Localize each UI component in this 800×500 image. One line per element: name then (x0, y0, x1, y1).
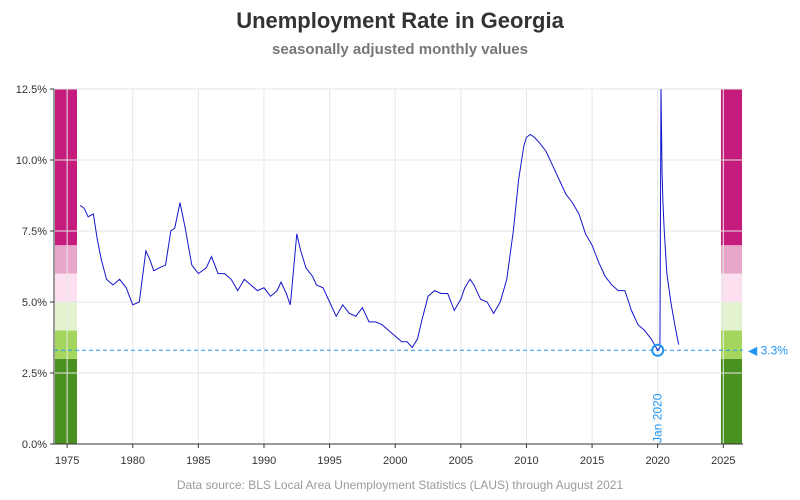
y-tick-label: 7.5% (22, 226, 47, 238)
highlight-marker (651, 343, 665, 357)
right-band-segment (721, 302, 742, 331)
x-tick-label: 2010 (514, 455, 538, 467)
x-tick-label: 1985 (186, 455, 210, 467)
right-color-band (721, 89, 742, 444)
right-band-segment (721, 89, 742, 246)
y-tick-label: 2.5% (22, 368, 47, 380)
x-tick-label: 1995 (317, 455, 341, 467)
grid-lines (54, 88, 743, 445)
right-band-segment (721, 245, 742, 274)
left-band-segment (55, 358, 77, 444)
x-tick-label: 1980 (121, 455, 145, 467)
y-tick-label: 12.5% (16, 84, 47, 96)
highlight-label: Jan 2020 (651, 393, 665, 443)
right-band-segment (721, 330, 742, 359)
y-tick-label: 5.0% (22, 297, 47, 309)
left-band-segment (55, 330, 77, 359)
y-tick-labels: 0.0% 2.5% 5.0% 7.5% 10.0% 12.5% (16, 84, 47, 451)
series-group (79, 89, 680, 352)
x-tick-label: 2020 (645, 455, 669, 467)
axes (50, 88, 743, 448)
left-color-band (55, 89, 77, 444)
x-tick-label: 1975 (55, 455, 79, 467)
x-tick-label: 2005 (449, 455, 473, 467)
x-tick-labels: 1975 1980 1985 1990 1995 2000 2005 2010 2015 2020… (55, 455, 736, 467)
left-band-segment (55, 89, 77, 246)
reference-line-group: ◀ 3.3% (54, 343, 788, 357)
data-source-note: Data source: BLS Local Area Unemployment… (176, 478, 624, 492)
x-tick-label: 2015 (580, 455, 604, 467)
chart-subtitle: seasonally adjusted monthly values (272, 41, 528, 58)
left-band-segment (55, 302, 77, 331)
left-band-segment (55, 273, 77, 302)
right-band-segment (721, 273, 742, 302)
right-band-segment (721, 358, 742, 444)
x-tick-label: 2000 (383, 455, 407, 467)
y-tick-label: 0.0% (22, 439, 47, 451)
left-band-segment (55, 245, 77, 274)
reference-label: ◀ 3.3% (748, 343, 788, 357)
highlight-group: Jan 2020 (651, 343, 665, 443)
y-tick-label: 10.0% (16, 155, 47, 167)
chart-title: Unemployment Rate in Georgia (236, 8, 564, 33)
x-tick-label: 1990 (252, 455, 276, 467)
x-tick-label: 2025 (711, 455, 735, 467)
unemployment-line (79, 89, 680, 352)
